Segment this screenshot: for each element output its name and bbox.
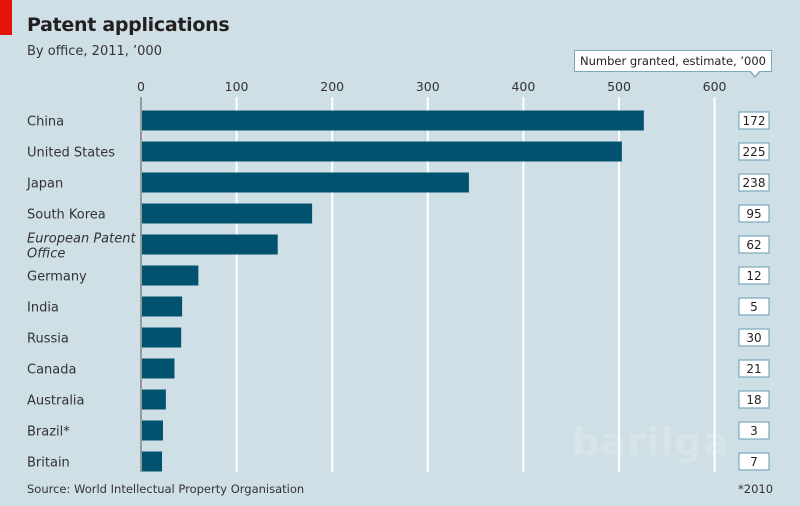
bar-china [142, 110, 644, 131]
category-label: Germany [27, 270, 87, 285]
brand-red-mark [0, 0, 12, 35]
bar-japan [142, 172, 469, 193]
bar-russia [142, 327, 182, 348]
footnote: *2010 [738, 482, 774, 496]
chart-title: Patent applications [27, 14, 230, 36]
x-tick-label: 200 [320, 79, 344, 94]
granted-value-label: 238 [743, 176, 766, 190]
x-tick-label: 600 [703, 79, 727, 94]
x-tick-label: 0 [137, 79, 145, 94]
granted-value-box [738, 235, 770, 254]
category-label: India [27, 301, 59, 316]
granted-value-label: 5 [750, 300, 758, 314]
bar-brazil- [142, 420, 163, 441]
bar-britain [142, 451, 163, 472]
category-label: Australia [27, 394, 85, 409]
category-label: China [27, 115, 64, 130]
x-tick-label: 100 [225, 79, 249, 94]
category-label: Britain [27, 456, 70, 471]
granted-value-box [738, 142, 770, 161]
granted-value-label: 7 [750, 455, 758, 469]
granted-value-box [738, 111, 770, 130]
bar-united-states [142, 141, 622, 162]
granted-value-box [738, 421, 770, 440]
category-label: Brazil* [27, 425, 70, 440]
granted-legend-label: Number granted, estimate, ’000 [574, 50, 772, 72]
bar-south-korea [142, 203, 313, 224]
category-label: Office [27, 247, 65, 262]
granted-value-label: 30 [746, 331, 761, 345]
bar-canada [142, 358, 175, 379]
granted-value-box [738, 390, 770, 409]
x-tick-label: 400 [511, 79, 535, 94]
granted-value-box [738, 328, 770, 347]
granted-value-label: 21 [746, 362, 761, 376]
source-note: Source: World Intellectual Property Orga… [27, 482, 305, 496]
granted-value-box [738, 173, 770, 192]
x-tick-label: 300 [416, 79, 440, 94]
granted-value-label: 3 [750, 424, 758, 438]
chart-subtitle: By office, 2011, ’000 [27, 44, 162, 59]
granted-value-box [738, 359, 770, 378]
category-label: Japan [26, 177, 63, 192]
legend-pointer-inner [750, 70, 760, 76]
bar-india [142, 296, 183, 317]
granted-value-box [738, 452, 770, 471]
bar-australia [142, 389, 166, 410]
category-label: South Korea [27, 208, 106, 223]
granted-value-box [738, 266, 770, 285]
granted-value-label: 172 [743, 114, 766, 128]
granted-value-label: 95 [746, 207, 761, 221]
category-label: European Patent [27, 232, 136, 247]
granted-value-box [738, 204, 770, 223]
watermark: barilga [572, 420, 730, 464]
granted-value-label: 225 [743, 145, 766, 159]
bar-germany [142, 265, 199, 286]
granted-value-label: 18 [746, 393, 761, 407]
granted-value-box [738, 297, 770, 316]
category-label: Russia [27, 332, 69, 347]
bar-european-patent-office [142, 234, 278, 255]
x-tick-label: 500 [607, 79, 631, 94]
category-label: United States [27, 146, 115, 161]
category-label: Canada [27, 363, 76, 378]
granted-value-label: 12 [746, 269, 761, 283]
granted-value-label: 62 [746, 238, 761, 252]
